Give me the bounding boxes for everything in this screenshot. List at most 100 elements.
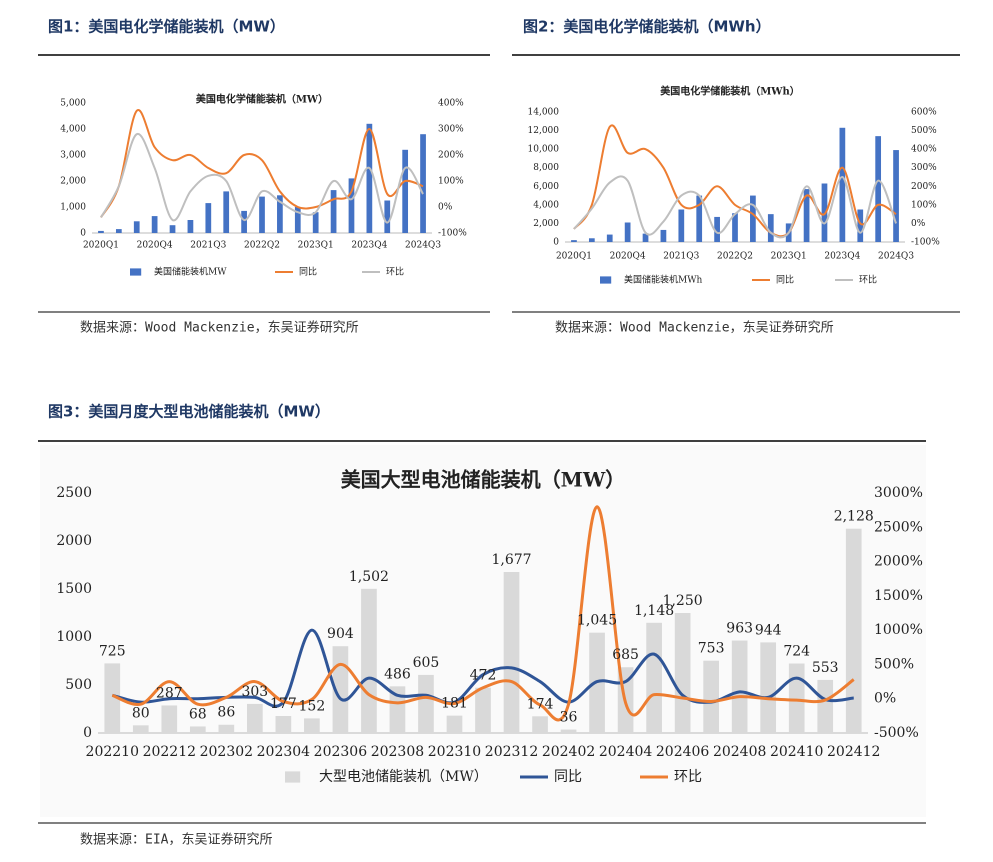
bar — [732, 213, 738, 242]
caption: 图2：美国电化学储能装机（MWh） — [523, 18, 771, 36]
bar — [446, 715, 463, 733]
x-tick-label: 202412 — [827, 744, 880, 760]
data-label: 177 — [270, 696, 297, 712]
y-tick-label: 12,000 — [528, 126, 560, 136]
bar — [115, 229, 122, 233]
bar — [845, 528, 862, 733]
y-tick-label: 5,000 — [60, 99, 86, 109]
y2-tick-label: 1500% — [874, 588, 923, 604]
y-tick-label: 2000 — [56, 533, 92, 549]
y2-tick-label: 1000% — [874, 622, 923, 638]
y-tick-label: 0 — [80, 229, 86, 239]
legend-label: 大型电池储能装机（MW） — [319, 769, 488, 785]
bar — [169, 225, 176, 233]
legend-label: 同比 — [776, 274, 794, 286]
legend-label: 环比 — [386, 266, 404, 278]
bar — [503, 572, 520, 733]
y2-tick-label: 300% — [911, 163, 937, 173]
bar — [348, 178, 355, 233]
bar — [817, 679, 834, 733]
data-label: 86 — [217, 705, 235, 721]
x-tick-label: 202308 — [371, 744, 424, 760]
bar — [247, 703, 263, 733]
bar — [187, 220, 194, 233]
source: 数据来源：Wood Mackenzie，东吴证券研究所 — [80, 320, 359, 336]
y2-tick-label: 2000% — [874, 554, 923, 570]
legend-label: 环比 — [859, 274, 877, 286]
x-tick-label: 2023Q4 — [824, 252, 860, 262]
bar — [731, 640, 748, 733]
data-label: 36 — [560, 710, 578, 726]
bar — [277, 195, 283, 233]
bar — [366, 123, 373, 233]
y2-tick-label: 200% — [911, 182, 937, 192]
x-tick-label: 202212 — [143, 744, 196, 760]
x-tick-label: 2020Q4 — [137, 241, 173, 251]
bar — [803, 189, 810, 242]
bar — [678, 209, 685, 242]
caption: 图3：美国月度大型电池储能装机（MW） — [48, 403, 330, 421]
legend-label: 美国储能装机MWh — [624, 274, 702, 286]
data-label: 2,128 — [834, 509, 874, 525]
bar — [420, 134, 426, 233]
y2-tick-label: -500% — [874, 725, 919, 741]
y-tick-label: 4,000 — [60, 125, 86, 135]
y2-tick-label: 3000% — [874, 485, 923, 501]
bar — [133, 221, 140, 233]
y-tick-label: 500 — [65, 677, 92, 693]
bar — [660, 229, 667, 242]
line-series — [100, 133, 424, 224]
bar — [714, 216, 720, 242]
bar — [330, 190, 337, 233]
x-tick-label: 202402 — [542, 744, 595, 760]
data-label: 724 — [783, 643, 810, 659]
y2-tick-label: 500% — [874, 656, 914, 672]
bar — [205, 203, 212, 233]
data-label: 963 — [726, 621, 753, 637]
data-label: 725 — [99, 643, 126, 659]
bar — [161, 705, 178, 733]
x-tick-label: 202408 — [713, 744, 766, 760]
bar — [560, 729, 577, 733]
data-label: 1,250 — [663, 593, 703, 609]
x-tick-label: 2023Q4 — [351, 241, 387, 251]
bar — [402, 149, 409, 233]
x-tick-label: 202310 — [428, 744, 481, 760]
bar — [294, 207, 301, 233]
data-label: 944 — [755, 622, 782, 638]
legend-swatch — [285, 771, 301, 783]
line-series — [111, 628, 854, 708]
data-label: 287 — [156, 685, 183, 701]
data-label: 904 — [327, 626, 354, 642]
bar — [839, 127, 846, 242]
x-tick-label: 2021Q3 — [663, 252, 699, 262]
x-tick-label: 202404 — [599, 744, 653, 760]
bar — [703, 660, 719, 733]
legend-label: 环比 — [674, 769, 702, 785]
x-tick-label: 202306 — [314, 744, 368, 760]
y-tick-label: 8,000 — [533, 163, 559, 173]
chart-title: 美国电化学储能装机（MWh） — [660, 85, 800, 98]
bar — [893, 150, 899, 242]
y-tick-label: 2,000 — [533, 219, 559, 229]
chart-title: 美国电化学储能装机（MW） — [196, 93, 328, 106]
y2-tick-label: 200% — [438, 151, 464, 161]
bar — [304, 718, 320, 733]
bar — [642, 233, 649, 242]
line-series — [100, 109, 424, 218]
x-tick-label: 2020Q4 — [610, 252, 646, 262]
bar — [151, 216, 158, 233]
bar — [418, 674, 434, 733]
y2-tick-label: 300% — [438, 125, 464, 135]
x-tick-label: 202406 — [656, 744, 710, 760]
bar — [275, 716, 292, 733]
bar — [606, 234, 613, 242]
data-label: 80 — [132, 705, 150, 721]
x-tick-label: 202210 — [86, 744, 139, 760]
bar — [588, 238, 595, 242]
y2-tick-label: 2500% — [874, 519, 923, 535]
y-tick-label: 3,000 — [60, 151, 86, 161]
bar — [104, 663, 121, 733]
y2-tick-label: 400% — [911, 145, 937, 155]
bar — [312, 212, 319, 233]
